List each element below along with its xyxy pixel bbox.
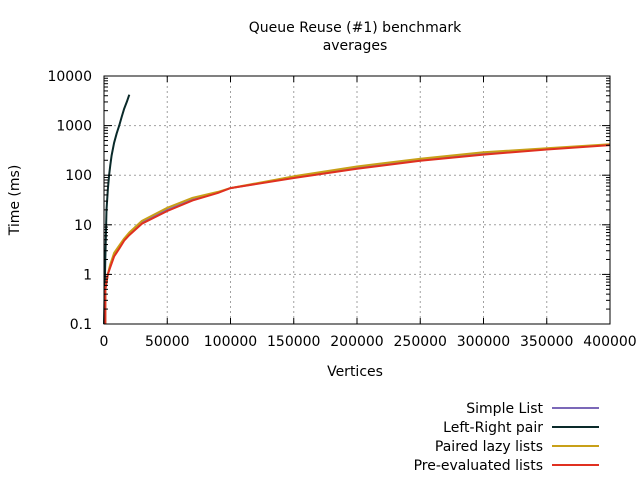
x-axis-label: Vertices xyxy=(327,364,383,380)
grid xyxy=(104,76,610,324)
series-line-left-right-pair xyxy=(103,94,131,325)
x-axis: 0 50000 100000 150000 200000 250000 300000 3500… xyxy=(100,76,637,350)
legend: Simple List Left-Right pair Paired lazy li… xyxy=(414,401,599,474)
y-tick-label: 10000 xyxy=(47,69,92,85)
y-tick-label: 10 xyxy=(74,218,92,234)
series-line-simple-list xyxy=(104,143,611,324)
legend-label: Left-Right pair xyxy=(443,420,543,436)
chart-title: Queue Reuse (#1) benchmark xyxy=(249,20,462,36)
y-tick-label: 1 xyxy=(83,267,92,283)
x-tick-label: 50000 xyxy=(145,334,190,350)
x-tick-label: 200000 xyxy=(330,334,383,350)
series-layer xyxy=(103,94,611,325)
chart-subtitle: averages xyxy=(323,38,388,54)
x-tick-label: 150000 xyxy=(267,334,320,350)
y-tick-label: 1000 xyxy=(56,119,92,135)
series-line-pre-evaluated-lists xyxy=(104,144,611,324)
y-axis: 0.1 1 10 100 1000 10000 xyxy=(47,69,610,333)
legend-label: Pre-evaluated lists xyxy=(414,458,543,474)
y-tick-label: 100 xyxy=(65,168,92,184)
x-tick-label: 100000 xyxy=(204,334,257,350)
series-line-paired-lazy-lists xyxy=(104,143,611,324)
x-tick-label: 350000 xyxy=(520,334,573,350)
y-tick-label: 0.1 xyxy=(70,317,92,333)
x-tick-label: 0 xyxy=(100,334,109,350)
legend-label: Paired lazy lists xyxy=(435,439,543,455)
x-tick-label: 400000 xyxy=(583,334,636,350)
x-tick-label: 300000 xyxy=(457,334,510,350)
x-tick-label: 250000 xyxy=(394,334,447,350)
y-axis-label: Time (ms) xyxy=(7,165,23,237)
legend-label: Simple List xyxy=(466,401,543,417)
